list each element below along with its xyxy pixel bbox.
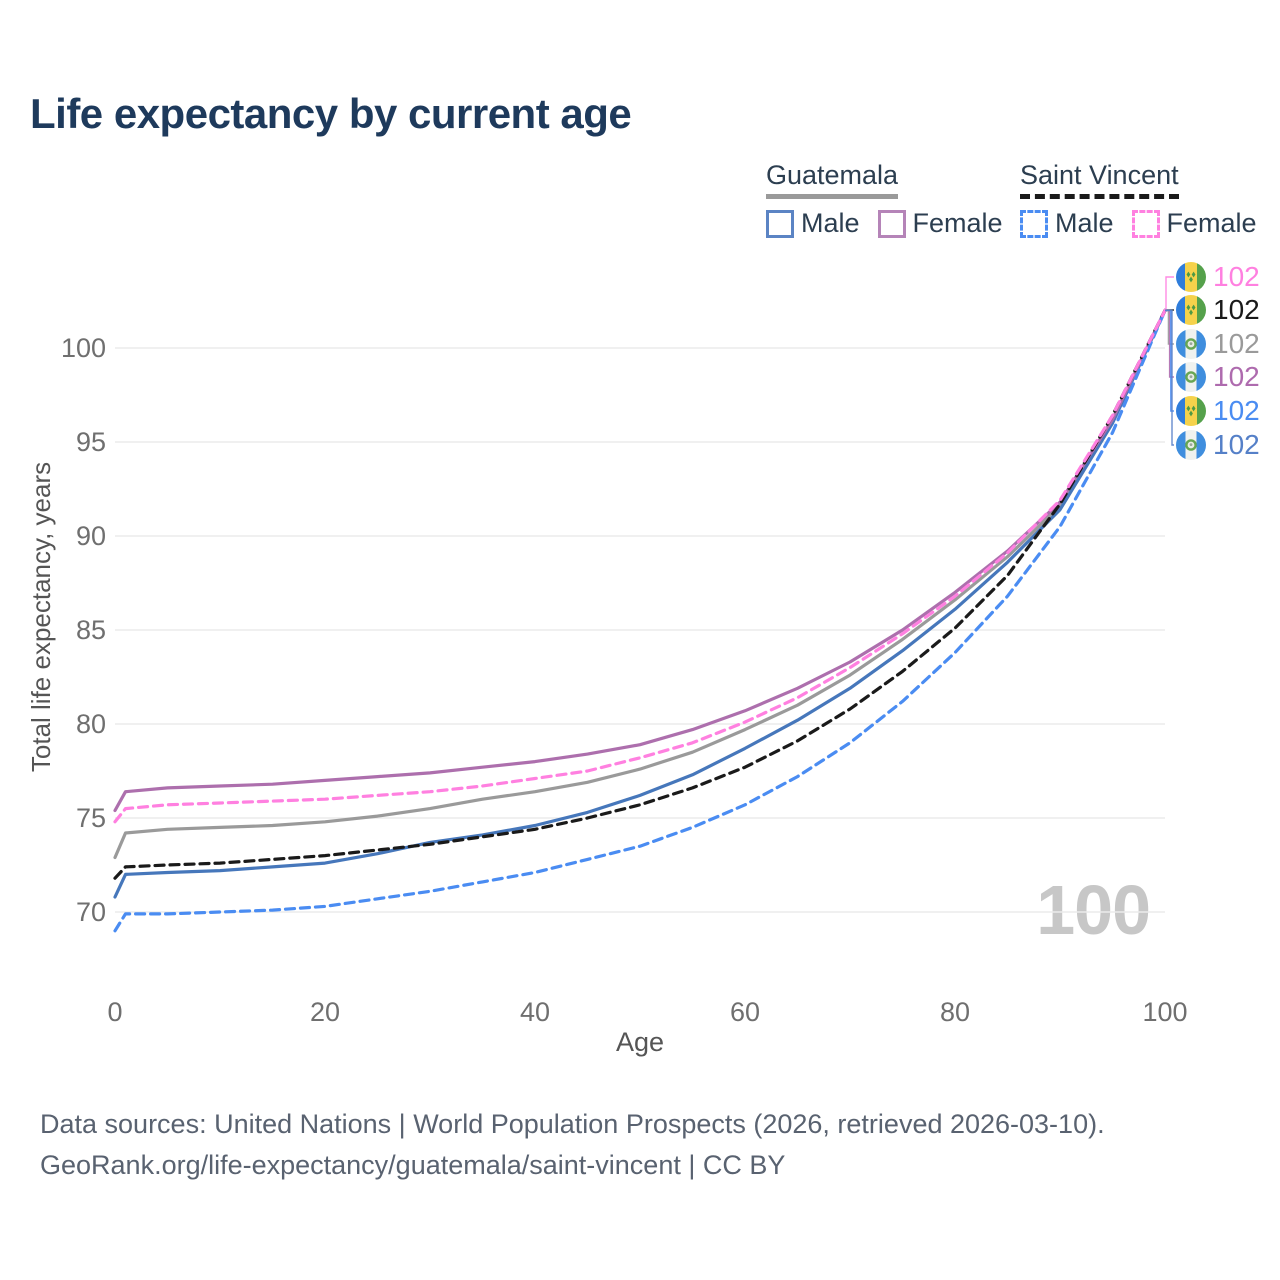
end-label-guatemala-female: 102	[1176, 361, 1260, 393]
saint-vincent-female-swatch-icon	[1131, 209, 1160, 238]
end-label-guatemala: 102	[1176, 328, 1260, 360]
y-tick-label: 75	[76, 803, 106, 833]
y-tick-label: 85	[76, 615, 106, 645]
legend-label: Male	[1055, 208, 1114, 238]
end-label-connectors	[1165, 276, 1174, 446]
legend-label: Male	[801, 208, 860, 238]
end-value: 102	[1213, 261, 1260, 292]
saint-vincent-flag-icon	[1176, 262, 1206, 292]
x-tick-label: 20	[310, 997, 340, 1027]
x-tick-label: 0	[107, 997, 122, 1027]
legend-item-saint-vincent-female[interactable]: Female	[1131, 208, 1257, 239]
y-tick-label: 100	[61, 333, 106, 363]
x-tick-label: 100	[1142, 997, 1187, 1027]
legend-items-saint-vincent: Male Female	[1020, 208, 1257, 239]
end-label-saint-vincent: 102	[1176, 294, 1260, 326]
data-sources: Data sources: United Nations | World Pop…	[40, 1104, 1105, 1186]
saint-vincent-flag-icon	[1176, 396, 1206, 426]
age-watermark: 100	[1036, 871, 1151, 949]
y-axis-title: Total life expectancy, years	[26, 462, 56, 772]
legend-item-saint-vincent-male[interactable]: Male	[1020, 208, 1114, 239]
series-lines	[113, 308, 1167, 933]
end-value: 102	[1213, 429, 1260, 460]
guatemala-flag-icon	[1176, 362, 1206, 392]
page-title: Life expectancy by current age	[30, 90, 632, 137]
guatemala-male-swatch-icon	[766, 209, 794, 238]
data-sources-line1: Data sources: United Nations | World Pop…	[40, 1109, 1105, 1139]
y-tick-label: 80	[76, 709, 106, 739]
legend-country-guatemala[interactable]: Guatemala	[766, 160, 899, 199]
legend-item-guatemala-female[interactable]: Female	[877, 208, 1003, 239]
legend-label: Female	[1166, 208, 1257, 238]
end-value: 102	[1213, 361, 1260, 392]
connector-saint-vincent-female	[1165, 276, 1174, 312]
legend-item-guatemala-male[interactable]: Male	[766, 208, 860, 239]
series-line-guatemala-female	[113, 308, 1167, 813]
legend-country-saint-vincent[interactable]: Saint Vincent	[1020, 160, 1179, 199]
data-sources-line2: GeoRank.org/life-expectancy/guatemala/sa…	[40, 1150, 786, 1180]
saint-vincent-flag-icon	[1176, 295, 1206, 325]
saint-vincent-male-swatch-icon	[1020, 209, 1048, 238]
end-label-saint-vincent-male: 102	[1176, 395, 1260, 427]
y-tick-label: 95	[76, 427, 106, 457]
series-line-guatemala	[113, 308, 1167, 860]
x-tick-label: 40	[520, 997, 550, 1027]
x-tick-label: 80	[940, 997, 970, 1027]
series-line-guatemala-male	[113, 308, 1167, 899]
end-label-guatemala-male: 102	[1176, 429, 1260, 461]
connector-guatemala-male	[1165, 309, 1174, 446]
axis-ticks: 70 75 80 85 90 95 100 0 20 40 60 80 100	[61, 333, 1188, 1027]
guatemala-flag-icon	[1176, 329, 1206, 359]
end-value: 102	[1213, 294, 1260, 325]
gridlines	[115, 347, 1165, 913]
end-value: 102	[1213, 328, 1260, 359]
y-tick-label: 90	[76, 521, 106, 551]
guatemala-female-swatch-icon	[877, 209, 906, 238]
series-line-saint-vincent-male	[113, 308, 1167, 933]
guatemala-flag-icon	[1176, 430, 1206, 460]
legend-items-guatemala: Male Female	[766, 208, 1003, 239]
series-line-saint-vincent	[113, 308, 1167, 880]
x-tick-label: 60	[730, 997, 760, 1027]
y-tick-label: 70	[76, 897, 106, 927]
legend-label: Female	[912, 208, 1003, 238]
legend-group-saint-vincent: Saint Vincent Male Female	[1020, 160, 1257, 239]
end-value: 102	[1213, 395, 1260, 426]
series-line-saint-vincent-female	[113, 308, 1167, 824]
legend-group-guatemala: Guatemala Male Female	[766, 160, 1003, 239]
x-axis-title: Age	[616, 1027, 664, 1057]
end-label-saint-vincent-female: 102	[1176, 261, 1260, 293]
